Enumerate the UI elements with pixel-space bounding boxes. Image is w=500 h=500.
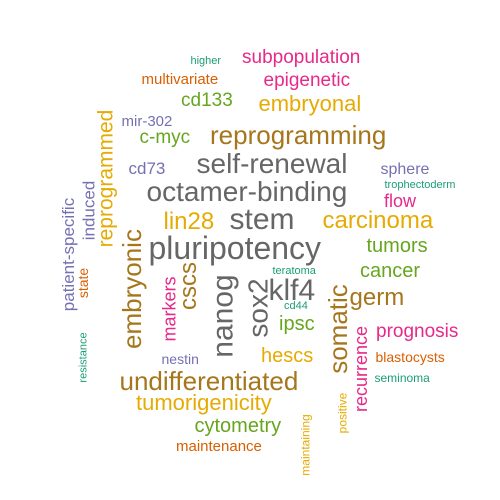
word-30: klf4 [268,274,316,307]
word-20: carcinoma [322,207,434,234]
word-29: teratoma [272,264,316,277]
word-36: prognosis [376,320,459,342]
word-3: epigenetic [263,69,351,91]
word-9: reprogrammed [94,109,118,247]
word-0: higher [190,54,222,67]
word-47: maintaining [298,414,313,476]
word-2: multivariate [141,70,219,88]
word-38: recurrence [351,325,372,413]
word-42: undifferentiated [119,366,299,396]
word-15: patient-specific [58,197,78,311]
word-14: octamer-binding [146,176,348,207]
word-26: cscs [175,262,202,310]
word-16: induced [79,180,99,240]
word-32: germ [349,284,405,311]
word-17: flow [384,191,417,211]
word-35: ipsc [279,313,315,335]
word-43: seminoma [374,371,430,385]
word-11: self-renewal [196,148,348,179]
word-4: cd133 [181,89,233,111]
word-1: subpopulation [242,46,361,68]
word-40: nestin [161,351,199,367]
word-22: pluripotency [148,230,322,266]
word-18: lin28 [163,208,215,235]
word-24: state [75,267,92,299]
word-44: tumorigenicity [136,390,272,415]
word-21: embryonic [116,229,147,349]
word-6: mir-302 [121,112,173,130]
word-31: cancer [360,260,421,282]
word-46: cytometry [194,415,282,437]
word-45: positive [334,392,349,434]
word-27: nanog [206,274,240,358]
word-10: cd73 [128,158,166,178]
word-41: blastocysts [375,349,445,365]
word-8: reprogramming [210,120,387,150]
word-19: stem [229,203,295,236]
word-7: c-myc [139,126,191,148]
word-48: maintenance [176,437,262,455]
word-33: cd44 [284,299,308,312]
word-23: tumors [366,235,428,257]
word-13: trophectoderm [384,178,456,191]
word-39: hescs [261,345,314,367]
word-34: somatic [322,284,353,374]
word-37: resistance [77,331,90,383]
word-12: sphere [380,161,430,178]
word-5: embryonal [258,91,362,116]
